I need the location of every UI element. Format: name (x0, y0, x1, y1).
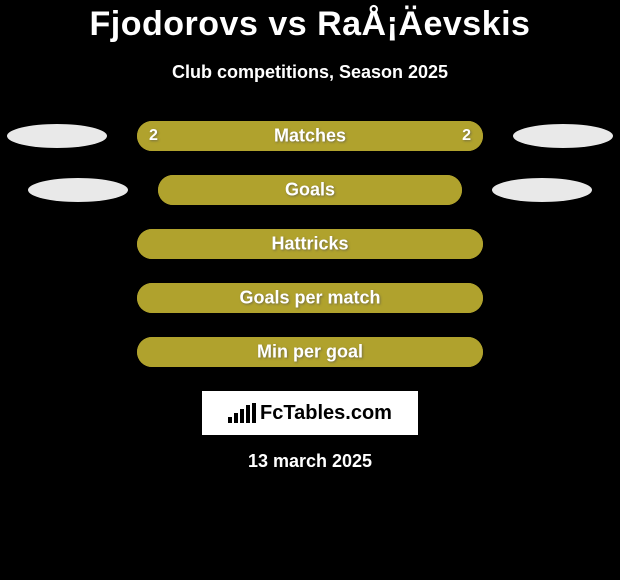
stat-bar: Min per goal (137, 337, 483, 367)
stat-row: Goals (0, 175, 620, 205)
stat-rows: 2 2 Matches Goals Hattricks Goals per match Mi… (0, 121, 620, 367)
footer-date: 13 march 2025 (0, 451, 620, 472)
page-subtitle: Club competitions, Season 2025 (0, 62, 620, 83)
stat-bar: Hattricks (137, 229, 483, 259)
bar-label: Goals per match (239, 288, 380, 309)
stat-bar: 2 2 Matches (137, 121, 483, 151)
page-title: Fjodorovs vs RaÅ¡Äevskis (0, 5, 620, 44)
player-ellipse-left (7, 124, 107, 148)
bar-label: Matches (274, 126, 346, 147)
player-ellipse-right (492, 178, 592, 202)
bar-chart-icon (228, 403, 256, 423)
comparison-card: Fjodorovs vs RaÅ¡Äevskis Club competitio… (0, 0, 620, 472)
bar-label: Goals (285, 180, 335, 201)
logo-box[interactable]: FcTables.com (202, 391, 418, 435)
stat-row: Goals per match (0, 283, 620, 313)
stat-bar: Goals per match (137, 283, 483, 313)
stat-row: Hattricks (0, 229, 620, 259)
bar-label: Hattricks (271, 234, 348, 255)
logo-text: FcTables.com (260, 402, 392, 425)
stat-bar: Goals (158, 175, 462, 205)
player-ellipse-left (28, 178, 128, 202)
stat-row: Min per goal (0, 337, 620, 367)
bar-label: Min per goal (257, 342, 363, 363)
stat-row: 2 2 Matches (0, 121, 620, 151)
bar-value-left: 2 (149, 127, 158, 145)
bar-value-right: 2 (462, 127, 471, 145)
player-ellipse-right (513, 124, 613, 148)
